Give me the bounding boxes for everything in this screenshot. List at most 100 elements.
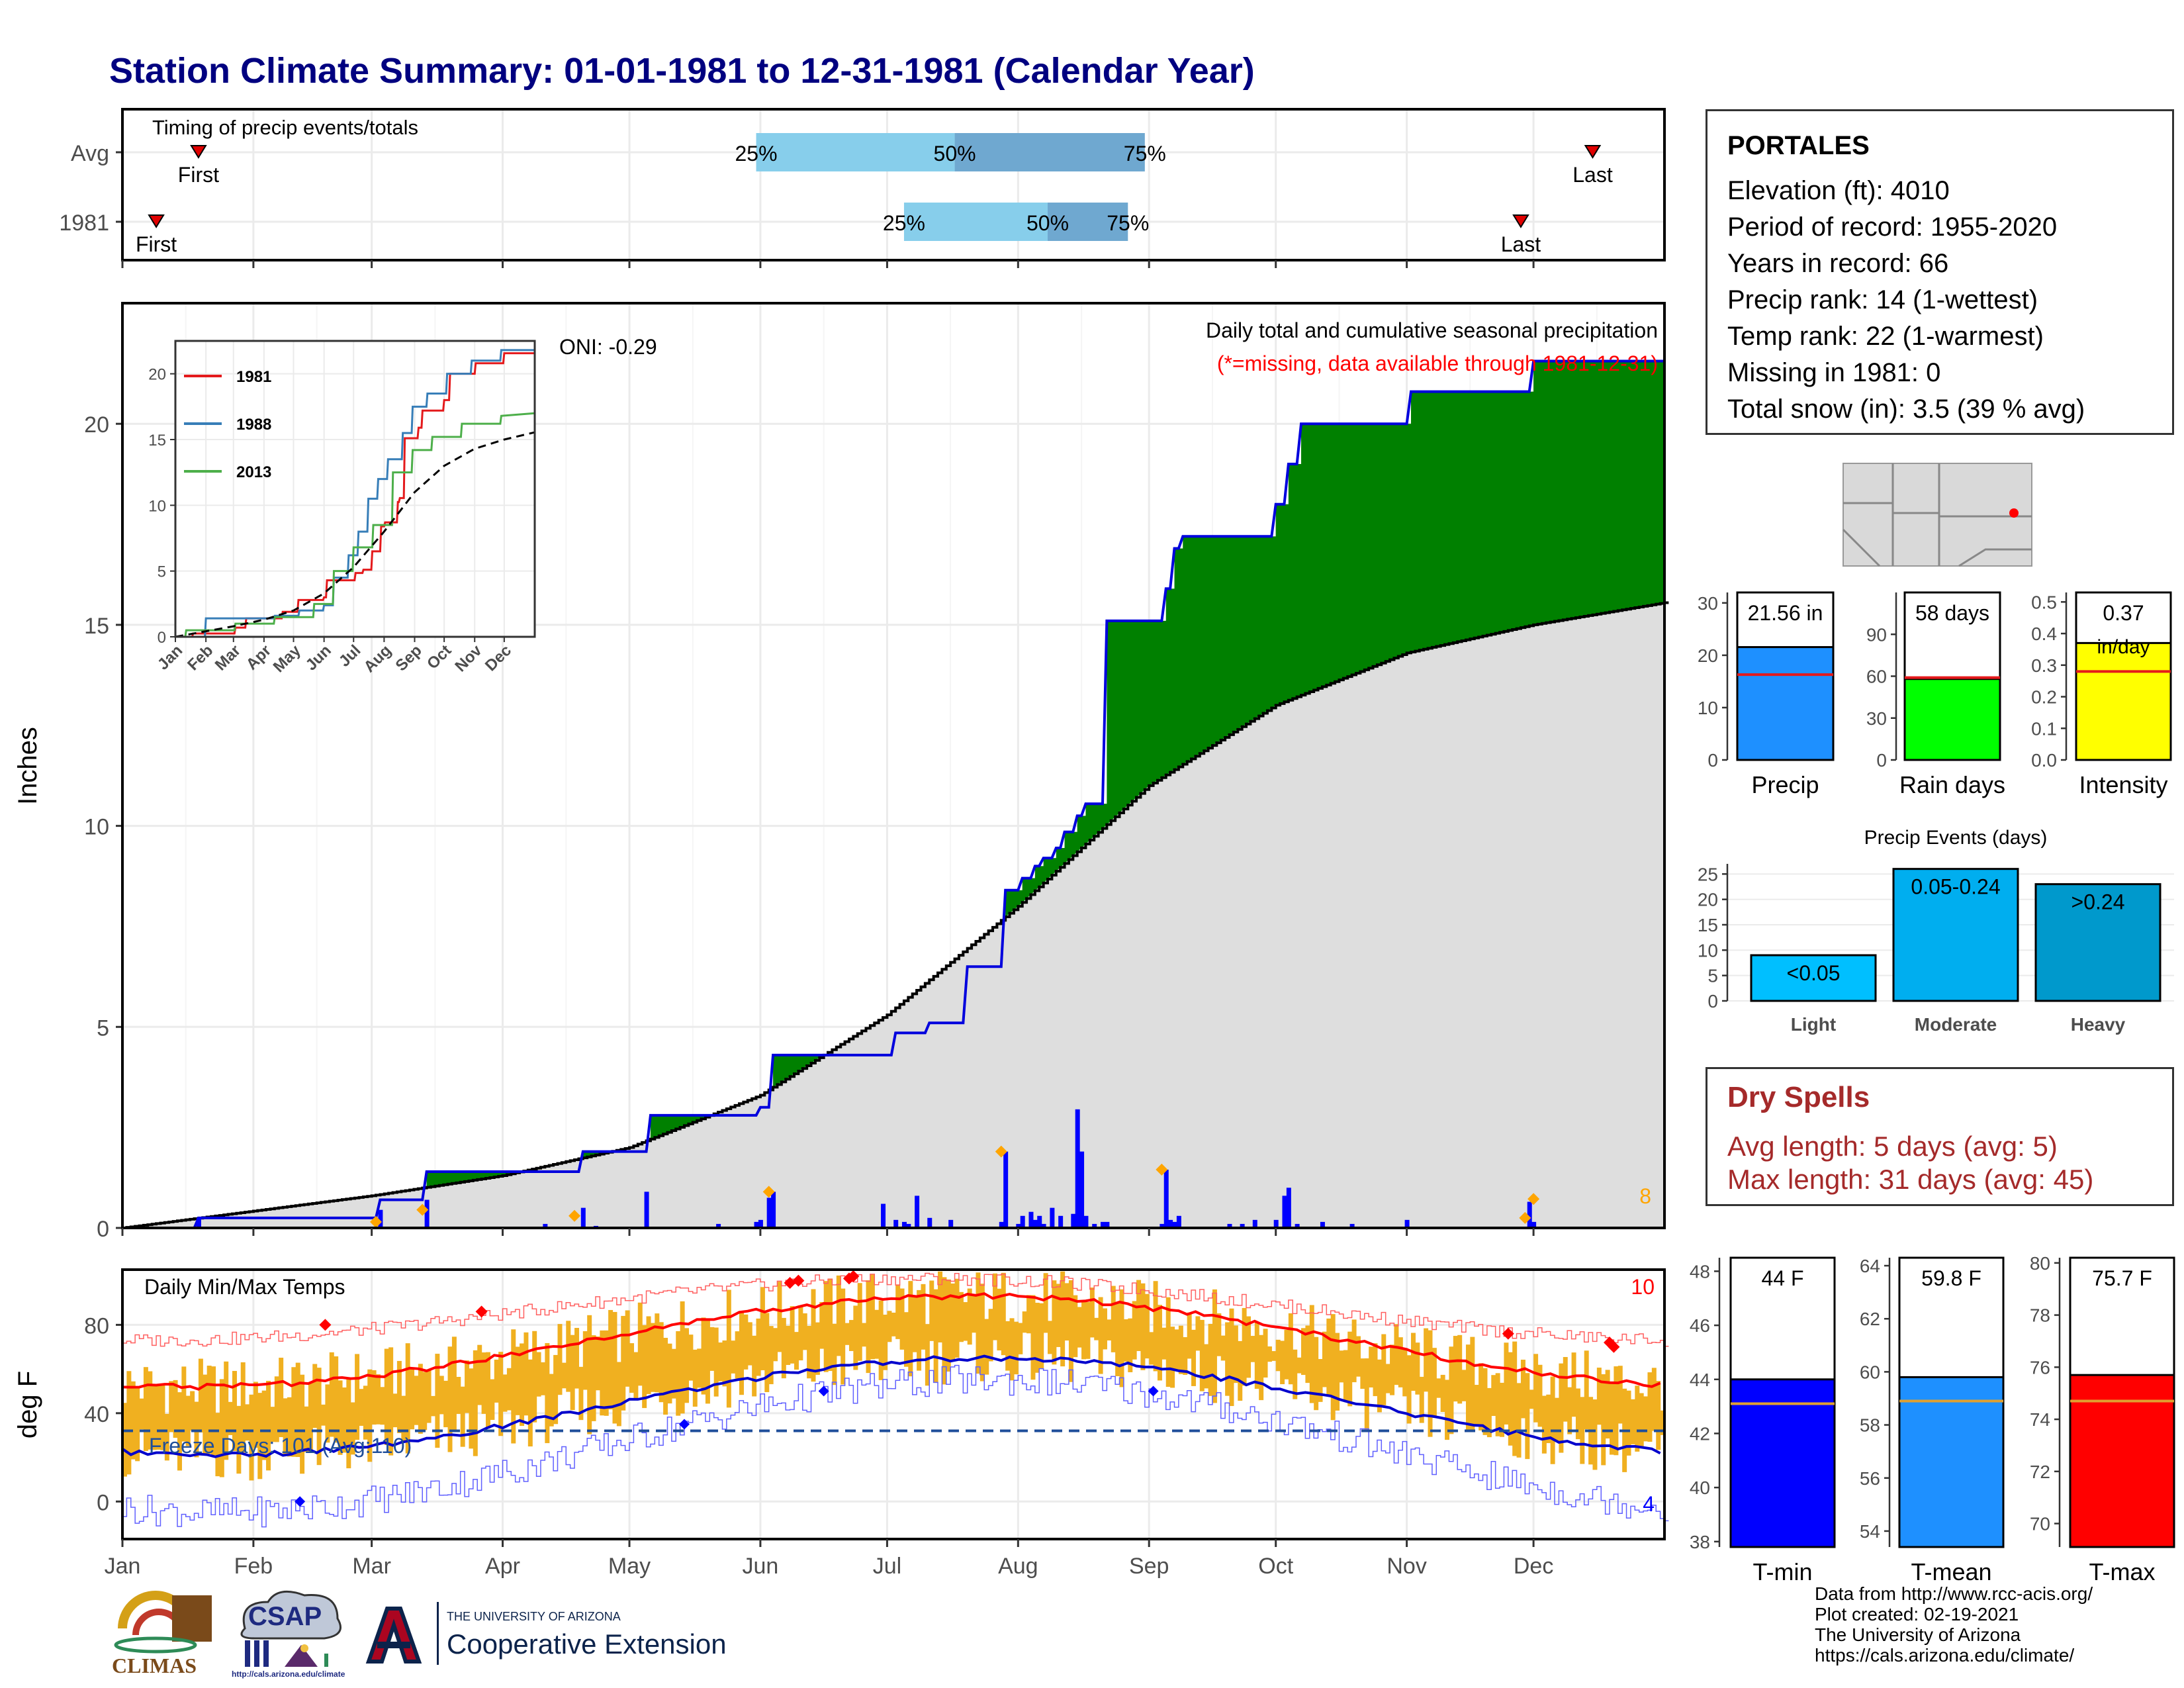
- daily-temp-bar: [1529, 1389, 1534, 1409]
- daily-temp-bar: [629, 1343, 635, 1393]
- daily-temp-bar: [1546, 1394, 1551, 1444]
- daily-temp-bar: [1563, 1356, 1568, 1422]
- daily-temp-bar: [903, 1312, 909, 1367]
- daily-temp-bar: [215, 1413, 220, 1477]
- daily-temp-bar: [1271, 1351, 1277, 1361]
- daily-temp-bar: [443, 1380, 449, 1428]
- precip-record-count: 8: [1639, 1184, 1651, 1208]
- above-normal-segment: [807, 1055, 812, 1066]
- ua-big-text: Cooperative Extension: [447, 1628, 727, 1660]
- above-normal-segment: [1073, 831, 1078, 856]
- above-normal-segment: [443, 1171, 449, 1185]
- daily-temp-bar: [1183, 1336, 1188, 1375]
- daily-temp-bar: [1610, 1381, 1614, 1455]
- above-normal-segment: [1254, 536, 1259, 719]
- daily-temp-bar: [169, 1381, 174, 1432]
- daily-temp-bar: [895, 1284, 901, 1339]
- daily-precip-bar: [1404, 1219, 1410, 1228]
- daily-temp-bar: [1052, 1280, 1057, 1365]
- daily-temp-bar: [321, 1404, 326, 1426]
- temp-x-label: Apr: [485, 1554, 520, 1579]
- daily-precip-bar: [893, 1219, 899, 1228]
- daily-precip-bar: [644, 1192, 649, 1228]
- daily-temp-bar: [1626, 1390, 1631, 1456]
- daily-temp-bar: [777, 1282, 782, 1352]
- daily-temp-bar: [304, 1406, 309, 1452]
- daily-precip-bar: [906, 1223, 911, 1228]
- inset-y-tick-label: 20: [148, 366, 166, 384]
- precip-total-y-tick-label: 30: [1698, 593, 1718, 614]
- above-normal-segment: [1165, 588, 1171, 775]
- daily-temp-bar: [473, 1350, 478, 1456]
- daily-temp-bar: [498, 1352, 504, 1436]
- ua-cooperative-extension-logo: THE UNIVERSITY OF ARIZONA Cooperative Ex…: [361, 1602, 745, 1668]
- daily-temp-bar: [240, 1362, 246, 1453]
- above-normal-segment: [697, 1115, 702, 1121]
- above-normal-segment: [1297, 463, 1302, 697]
- above-normal-segment: [1288, 463, 1293, 700]
- daily-temp-bar: [338, 1380, 343, 1455]
- record-low-line: [122, 1364, 1669, 1528]
- daily-temp-bar: [194, 1401, 199, 1458]
- daily-temp-bar: [1567, 1387, 1572, 1434]
- daily-temp-bar: [185, 1395, 191, 1446]
- timing-first-label: First: [136, 232, 177, 256]
- daily-temp-bar: [1242, 1307, 1247, 1386]
- precip-y-tick-label: 15: [84, 614, 109, 639]
- above-normal-segment: [650, 1115, 655, 1139]
- daily-temp-bar: [1098, 1297, 1103, 1374]
- daily-temp-bar: [713, 1327, 719, 1397]
- daily-temp-bar: [595, 1336, 600, 1391]
- climas-logo: CLIMAS: [109, 1582, 222, 1681]
- above-normal-segment: [1043, 858, 1048, 883]
- above-normal-segment: [1406, 424, 1412, 653]
- daily-temp-bar: [245, 1404, 250, 1441]
- above-normal-segment: [1301, 424, 1306, 696]
- above-normal-segment: [502, 1171, 508, 1176]
- daily-temp-bar: [1520, 1360, 1525, 1419]
- daily-temp-bar: [604, 1330, 609, 1416]
- daily-temp-bar: [1347, 1331, 1353, 1407]
- above-normal-segment: [1305, 424, 1310, 694]
- daily-temp-bar: [874, 1309, 880, 1359]
- precip-events-bar-heavy: [2034, 883, 2161, 1002]
- above-normal-segment: [1402, 424, 1408, 655]
- inset-y-tick-label: 10: [148, 497, 166, 515]
- daily-temp-bar: [760, 1287, 765, 1370]
- precip-events-y-tick-label: 20: [1698, 890, 1718, 910]
- daily-temp-bar: [1309, 1305, 1314, 1403]
- precip-events-bar-label: 0.05-0.24: [1911, 875, 2000, 899]
- above-normal-segment: [773, 1055, 778, 1088]
- t-mean-value-bar: [1898, 1376, 2005, 1548]
- inset-legend-label: 1988: [236, 416, 271, 434]
- precip-events-y-tick-label: 10: [1698, 940, 1718, 961]
- record-high-marker: [792, 1274, 805, 1287]
- daily-temp-bar: [709, 1327, 715, 1371]
- daily-temp-bar: [490, 1379, 495, 1420]
- above-normal-segment: [1018, 890, 1023, 907]
- daily-temp-bar: [1390, 1344, 1395, 1395]
- daily-temp-bar: [1216, 1313, 1222, 1356]
- daily-temp-bar: [979, 1284, 985, 1382]
- daily-precip-bar: [1176, 1215, 1181, 1228]
- t-mean-y-tick-label: 64: [1860, 1256, 1880, 1276]
- timing-row-label: Avg: [71, 141, 109, 166]
- daily-temp-bar: [697, 1348, 702, 1388]
- above-normal-segment: [1394, 424, 1399, 659]
- daily-temp-bar: [692, 1349, 698, 1407]
- daily-temp-bar: [401, 1395, 406, 1442]
- daily-temp-bar: [862, 1323, 867, 1347]
- above-normal-segment: [1647, 361, 1653, 606]
- daily-temp-bar: [135, 1387, 140, 1462]
- daily-temp-bar: [232, 1371, 237, 1452]
- daily-precip-bar: [1227, 1223, 1232, 1228]
- daily-precip-bar: [1016, 1223, 1021, 1228]
- daily-temp-bar: [1596, 1368, 1602, 1425]
- daily-temp-bar: [1119, 1289, 1124, 1387]
- daily-temp-bar: [1034, 1303, 1040, 1373]
- above-normal-segment: [494, 1171, 499, 1177]
- daily-temp-bar: [1225, 1322, 1230, 1396]
- daily-precip-bar: [1286, 1188, 1291, 1228]
- timing-first-marker: [148, 214, 165, 228]
- precip-y-tick-label: 10: [84, 815, 109, 840]
